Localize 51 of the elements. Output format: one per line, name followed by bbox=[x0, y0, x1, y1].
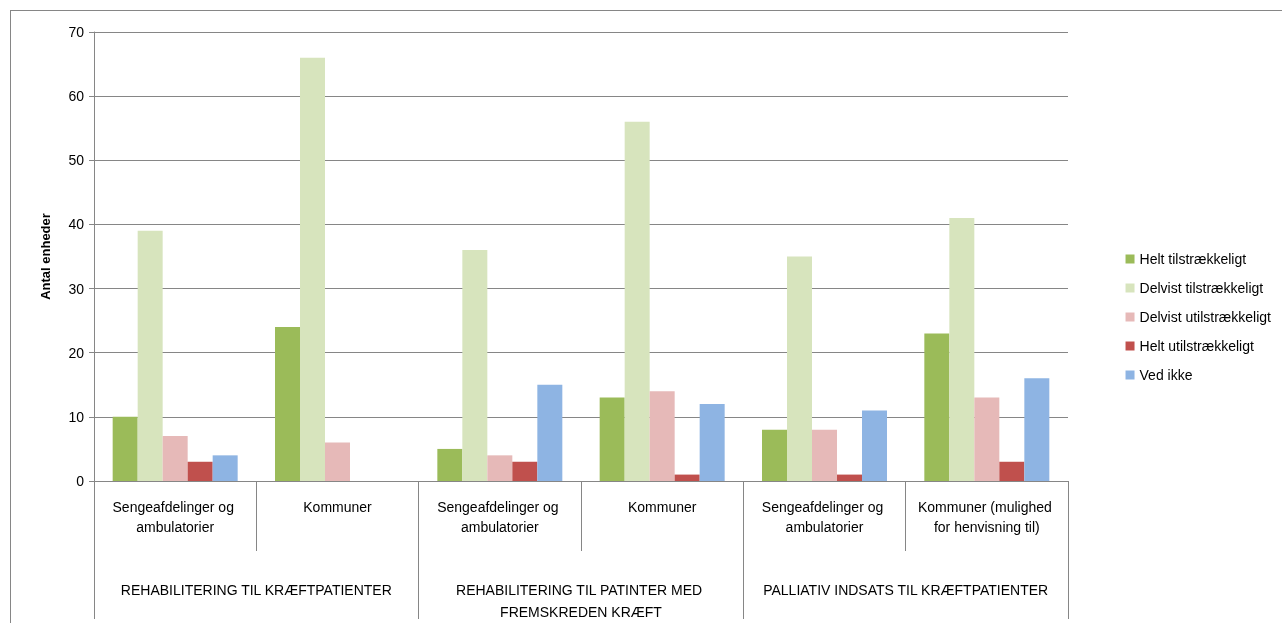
bar bbox=[275, 327, 300, 481]
bar bbox=[212, 455, 238, 481]
bar bbox=[787, 256, 812, 481]
bar bbox=[537, 384, 563, 481]
bar bbox=[112, 416, 138, 481]
bar bbox=[187, 461, 213, 481]
bar bbox=[137, 230, 163, 481]
bar bbox=[462, 250, 488, 481]
bar bbox=[1024, 378, 1050, 481]
legend-label: Delvist utilstrækkeligt bbox=[1139, 309, 1272, 325]
text: PALLIATIV INDSATS TIL KRÆFTPATIENTER bbox=[763, 582, 1049, 598]
y-tick-label: 20 bbox=[68, 344, 85, 361]
x-tick-label: Kommuner (mulighed for henvisning til) bbox=[917, 499, 1056, 535]
y-tick-label: 70 bbox=[68, 24, 85, 40]
y-tick-label: 60 bbox=[68, 88, 85, 105]
x-tick-label: Sengeafdelinger og ambulatorier bbox=[437, 499, 563, 535]
bar bbox=[699, 404, 725, 481]
bar bbox=[624, 121, 650, 481]
bar bbox=[999, 461, 1025, 481]
bar bbox=[674, 474, 700, 481]
legend-label: Delvist tilstrækkeligt bbox=[1139, 280, 1264, 296]
bar bbox=[949, 218, 975, 481]
legend-label: Ved ikke bbox=[1139, 367, 1193, 383]
bar bbox=[437, 448, 463, 481]
x-tick-label: Kommuner bbox=[627, 499, 697, 515]
bar bbox=[325, 442, 350, 481]
bar bbox=[649, 391, 675, 481]
text: REHABILITERING TIL KRÆFTPATIENTER bbox=[120, 582, 392, 598]
y-tick-label: 30 bbox=[68, 280, 85, 297]
y-tick-label: 10 bbox=[68, 408, 85, 425]
bar bbox=[762, 429, 787, 481]
bar bbox=[862, 410, 887, 481]
y-tick-label: 40 bbox=[68, 216, 85, 233]
x-tick-label: Kommuner bbox=[303, 499, 373, 515]
legend-label: Helt utilstrækkeligt bbox=[1139, 338, 1254, 354]
legend-label: Helt tilstrækkeligt bbox=[1139, 251, 1247, 267]
bar bbox=[487, 455, 513, 481]
bar bbox=[974, 397, 1000, 481]
bar bbox=[812, 429, 837, 481]
y-tick-label: 50 bbox=[68, 152, 85, 169]
bar bbox=[300, 57, 325, 481]
x-tick-label: Sengeafdelinger og ambulatorier bbox=[761, 499, 888, 535]
bar bbox=[837, 474, 862, 481]
y-axis-title: Antal enheder bbox=[38, 213, 53, 300]
bar bbox=[599, 397, 625, 481]
bar bbox=[924, 333, 950, 481]
bar bbox=[512, 461, 538, 481]
y-tick-label: 0 bbox=[76, 473, 85, 489]
x-tick-label: Sengeafdelinger og ambulatorier bbox=[112, 499, 238, 535]
bar bbox=[162, 436, 188, 481]
text: REHABILITERING TIL PATINTER MED FREMSKREDEN KRÆFT bbox=[456, 582, 706, 620]
